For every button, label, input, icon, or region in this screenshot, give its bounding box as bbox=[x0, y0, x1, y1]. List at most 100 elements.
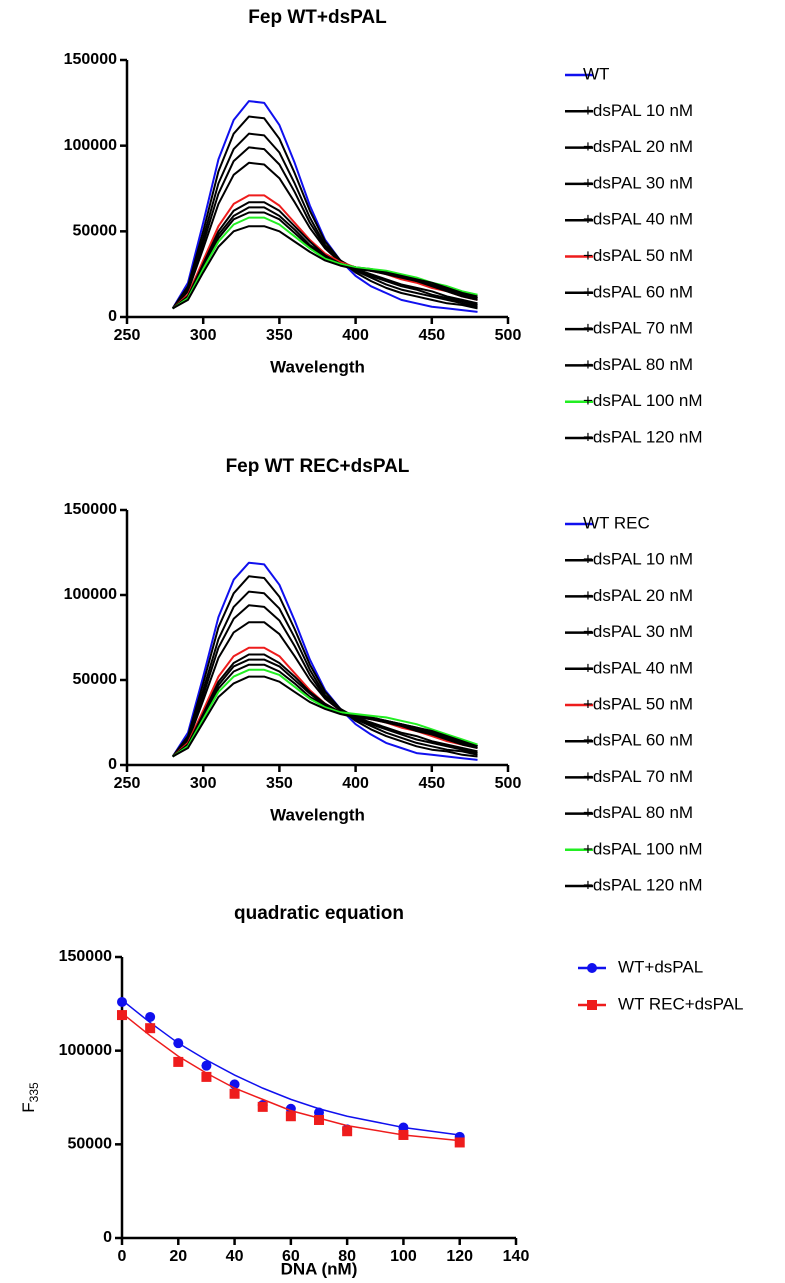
legend-label: +dsPAL 40 nM bbox=[583, 658, 693, 677]
y-tick-label: 50000 bbox=[73, 671, 118, 688]
x-tick-label: 40 bbox=[226, 1248, 244, 1265]
spectrum-line bbox=[171, 604, 478, 758]
data-point bbox=[285, 1111, 296, 1122]
fit-line bbox=[121, 1012, 460, 1142]
x-tick-label: 250 bbox=[114, 327, 141, 344]
legend-label: +dsPAL 120 nM bbox=[583, 875, 703, 894]
spectrum-line bbox=[171, 161, 478, 310]
data-point bbox=[173, 1038, 184, 1049]
chart-title: Fep WT+dsPAL bbox=[248, 7, 387, 28]
legend-label: +dsPAL 40 nM bbox=[583, 210, 693, 229]
spectrum-line bbox=[171, 575, 478, 758]
legend-label: WT bbox=[583, 64, 609, 83]
legend-label: +dsPAL 50 nM bbox=[583, 694, 693, 713]
legend-label: +dsPAL 30 nM bbox=[583, 622, 693, 641]
x-tick-label: 0 bbox=[118, 1248, 127, 1265]
data-point bbox=[117, 1010, 127, 1021]
legend-label: +dsPAL 10 nM bbox=[583, 550, 693, 569]
x-tick-label: 80 bbox=[338, 1248, 356, 1265]
spectrum-line bbox=[172, 663, 478, 758]
data-point bbox=[342, 1126, 353, 1137]
spectrum-line bbox=[171, 146, 478, 310]
x-tick-label: 450 bbox=[418, 775, 445, 792]
legend-label: +dsPAL 10 nM bbox=[583, 101, 693, 120]
legend-label: +dsPAL 70 nM bbox=[583, 767, 693, 786]
legend-label: +dsPAL 80 nM bbox=[583, 355, 693, 374]
data-point bbox=[201, 1060, 212, 1071]
x-tick-label: 500 bbox=[495, 775, 522, 792]
fit-line bbox=[121, 999, 460, 1136]
chart-panel: Fep WT+dsPAL 0 50000 100000 150000 250 300 350 4… bbox=[64, 7, 703, 446]
legend-label: WT REC bbox=[583, 513, 650, 532]
legend-label: +dsPAL 20 nM bbox=[583, 586, 693, 605]
spectrum-line bbox=[172, 194, 478, 310]
y-label-main: F bbox=[19, 1102, 38, 1112]
y-tick-label: 50000 bbox=[68, 1136, 113, 1153]
y-tick-label: 0 bbox=[103, 1229, 112, 1246]
x-tick-label: 350 bbox=[266, 327, 293, 344]
x-tick-label: 100 bbox=[390, 1248, 417, 1265]
data-point bbox=[398, 1129, 409, 1140]
data-point bbox=[173, 1056, 184, 1067]
x-tick-label: 450 bbox=[418, 327, 445, 344]
legend-label: +dsPAL 20 nM bbox=[583, 137, 693, 156]
data-point bbox=[201, 1071, 212, 1082]
data-point bbox=[314, 1114, 324, 1125]
spectrum-line bbox=[172, 211, 478, 310]
data-point bbox=[257, 1101, 268, 1112]
y-tick-label: 0 bbox=[108, 756, 117, 773]
spectrum-line bbox=[172, 675, 478, 758]
x-tick-label: 300 bbox=[190, 327, 217, 344]
spectrum-line bbox=[172, 621, 478, 758]
legend-label: +dsPAL 120 nM bbox=[583, 427, 703, 446]
x-tick-label: 20 bbox=[169, 1248, 187, 1265]
x-tick-label: 400 bbox=[342, 327, 369, 344]
y-tick-label: 100000 bbox=[64, 586, 117, 603]
x-tick-label: 250 bbox=[114, 775, 141, 792]
chart-title: Fep WT REC+dsPAL bbox=[226, 456, 410, 477]
y-tick-label: 50000 bbox=[73, 223, 118, 240]
x-axis-label: Wavelength bbox=[270, 805, 365, 824]
legend-label: +dsPAL 30 nM bbox=[583, 173, 693, 192]
data-point bbox=[117, 996, 127, 1007]
y-tick-label: 100000 bbox=[59, 1042, 112, 1059]
legend-marker bbox=[587, 963, 597, 973]
x-tick-label: 60 bbox=[282, 1248, 300, 1265]
x-axis-label: DNA (nM) bbox=[281, 1259, 358, 1278]
x-tick-label: 300 bbox=[190, 775, 217, 792]
legend-label: +dsPAL 100 nM bbox=[583, 839, 703, 858]
spectrum-line bbox=[172, 225, 478, 310]
y-tick-label: 150000 bbox=[59, 948, 112, 965]
x-tick-label: 140 bbox=[503, 1248, 530, 1265]
y-label-sub: 335 bbox=[27, 1082, 41, 1102]
x-tick-label: 120 bbox=[446, 1248, 473, 1265]
data-point bbox=[229, 1088, 240, 1099]
x-axis-label: Wavelength bbox=[270, 357, 365, 376]
spectrum-line bbox=[172, 668, 478, 758]
data-point bbox=[145, 1011, 156, 1022]
x-tick-label: 400 bbox=[342, 775, 369, 792]
legend-label: WT+dsPAL bbox=[618, 957, 703, 976]
legend-label: +dsPAL 60 nM bbox=[583, 282, 693, 301]
data-point bbox=[145, 1023, 156, 1034]
legend-label: WT REC+dsPAL bbox=[618, 994, 744, 1013]
x-tick-label: 350 bbox=[266, 775, 293, 792]
chart-title: quadratic equation bbox=[234, 903, 404, 924]
x-tick-label: 500 bbox=[495, 327, 522, 344]
chart-panel: Fep WT REC+dsPAL 0 50000 100000 150000 250 300… bbox=[64, 456, 703, 894]
data-point bbox=[454, 1137, 465, 1148]
y-tick-label: 0 bbox=[108, 308, 117, 325]
y-tick-label: 150000 bbox=[64, 501, 117, 518]
legend-label: +dsPAL 100 nM bbox=[583, 391, 703, 410]
legend-label: +dsPAL 70 nM bbox=[583, 319, 693, 338]
spectrum-line bbox=[171, 115, 478, 310]
legend-label: +dsPAL 80 nM bbox=[583, 803, 693, 822]
legend-marker bbox=[587, 1000, 597, 1010]
legend-label: +dsPAL 60 nM bbox=[583, 731, 693, 750]
chart-panel: quadratic equation 0 50000 100000 150000 0 20 4… bbox=[19, 903, 743, 1278]
legend-label: +dsPAL 50 nM bbox=[583, 246, 693, 265]
y-tick-label: 100000 bbox=[64, 137, 117, 154]
y-tick-label: 150000 bbox=[64, 51, 117, 68]
y-axis-label: F335 bbox=[19, 1082, 41, 1113]
